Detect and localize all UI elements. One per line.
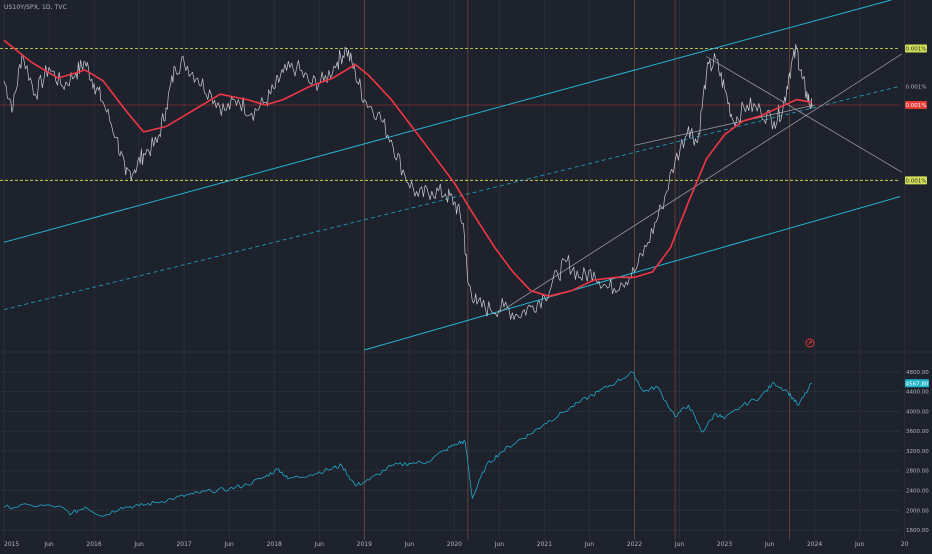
x-tick-label: Jun xyxy=(133,541,144,548)
fan-rising-line xyxy=(499,53,903,313)
spx-price-tag-bg xyxy=(905,379,929,388)
x-tick-label: Jun xyxy=(223,541,234,548)
x-tick-label: 20 xyxy=(901,541,909,548)
spx-y-tick-label: 4400.00 xyxy=(906,390,929,396)
spx-y-tick-label: 1600.00 xyxy=(906,528,929,534)
spx-y-tick-label: 3200.00 xyxy=(906,449,929,455)
x-tick-label: Jun xyxy=(764,541,775,548)
spx-y-tick-label: 3600.00 xyxy=(906,429,929,435)
fan-mid-line xyxy=(634,104,815,146)
right-axis-tag-bg xyxy=(905,101,927,109)
right-axis-tag: 0.001% xyxy=(906,179,927,185)
spx-y-tick-label: 2000.00 xyxy=(906,508,929,514)
x-tick-label: 2022 xyxy=(627,541,642,548)
right-axis-tag: 0.001% xyxy=(906,47,927,53)
x-tick-label: Jun xyxy=(584,541,595,548)
spx-line xyxy=(3,371,813,517)
x-tick-label: Jun xyxy=(854,541,865,548)
symbol-title[interactable]: US10Y/SPX, 1D, TVC xyxy=(4,4,67,11)
spx-price-tag: 4567.80 xyxy=(906,381,929,387)
spx-y-tick-label: 2400.00 xyxy=(906,489,929,495)
x-tick-label: 2016 xyxy=(86,541,101,548)
x-tick-label: 2018 xyxy=(267,541,282,548)
ratio-price-line xyxy=(3,43,813,320)
fan-falling-line xyxy=(706,56,903,173)
moving-average-line xyxy=(3,39,813,297)
x-tick-label: 2020 xyxy=(447,541,462,548)
x-tick-label: Jun xyxy=(404,541,415,548)
right-axis-tag-bg xyxy=(905,176,927,185)
x-tick-label: Jun xyxy=(43,541,54,548)
x-tick-label: Jun xyxy=(674,541,685,548)
x-tick-label: 2024 xyxy=(807,541,822,548)
x-tick-label: 2023 xyxy=(717,541,732,548)
channel-upper-line xyxy=(3,0,892,243)
replay-icon[interactable] xyxy=(805,338,815,348)
right-axis-tag: 0.001% xyxy=(906,103,927,109)
right-axis-tag-bg xyxy=(905,44,927,53)
x-tick-label: 2021 xyxy=(537,541,552,548)
channel-lower-line xyxy=(364,196,901,351)
spx-y-tick-label: 4800.00 xyxy=(906,370,929,376)
x-tick-label: 2015 xyxy=(4,541,19,548)
x-tick-label: 2019 xyxy=(357,541,372,548)
right-axis-tag: 0.001% xyxy=(906,84,927,90)
x-tick-label: 2017 xyxy=(176,541,191,548)
x-tick-label: Jun xyxy=(314,541,325,548)
x-tick-label: Jun xyxy=(494,541,505,548)
spx-y-tick-label: 2800.00 xyxy=(906,469,929,475)
spx-y-tick-label: 4000.00 xyxy=(906,409,929,415)
